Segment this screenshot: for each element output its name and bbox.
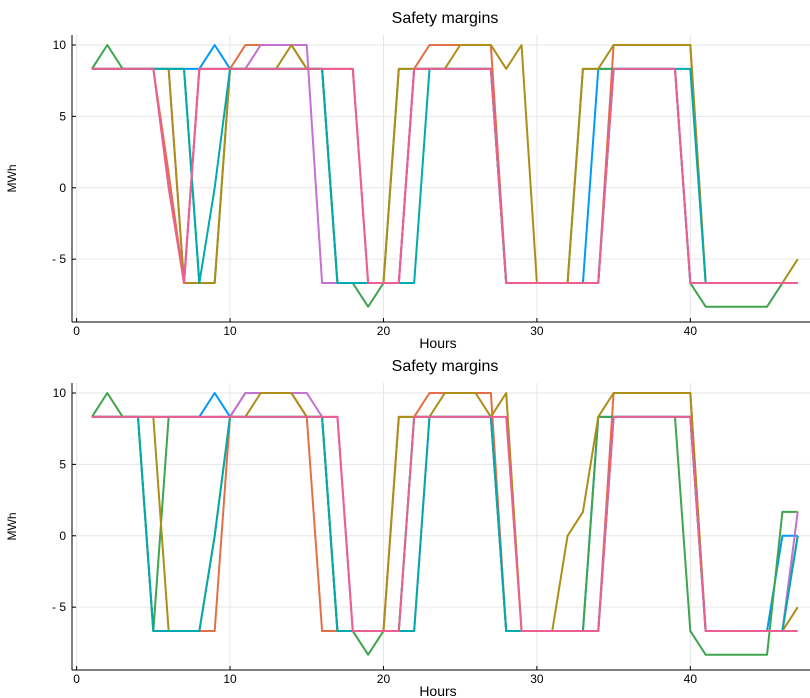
x-tick-label: 0 [73, 672, 80, 686]
x-tick-label: 20 [377, 324, 391, 338]
y-tick-label: 0 [59, 529, 66, 543]
x-axis-label: Hours [419, 683, 456, 698]
y-tick-label: 0 [59, 181, 66, 195]
y-tick-label: 5 [59, 457, 66, 471]
y-tick-label: 10 [53, 386, 67, 400]
x-tick-label: 10 [223, 672, 237, 686]
y-axis-label: MWh [5, 513, 19, 541]
x-tick-label: 40 [684, 324, 698, 338]
y-tick-label: - 5 [52, 252, 66, 266]
x-tick-label: 10 [223, 324, 237, 338]
line-series [91, 67, 798, 285]
x-tick-label: 0 [73, 324, 80, 338]
x-tick-label: 20 [377, 672, 391, 686]
y-tick-label: 10 [53, 38, 67, 52]
x-axis-label: Hours [419, 335, 456, 351]
chart-title: Safety margins [392, 358, 499, 375]
x-tick-label: 30 [530, 672, 544, 686]
line-series [91, 415, 798, 633]
x-tick-label: 30 [530, 324, 544, 338]
y-axis-label: MWh [5, 165, 19, 193]
y-tick-label: 5 [59, 109, 66, 123]
x-tick-label: 40 [684, 672, 698, 686]
chart-title: Safety margins [392, 10, 499, 27]
y-tick-label: - 5 [52, 600, 66, 614]
